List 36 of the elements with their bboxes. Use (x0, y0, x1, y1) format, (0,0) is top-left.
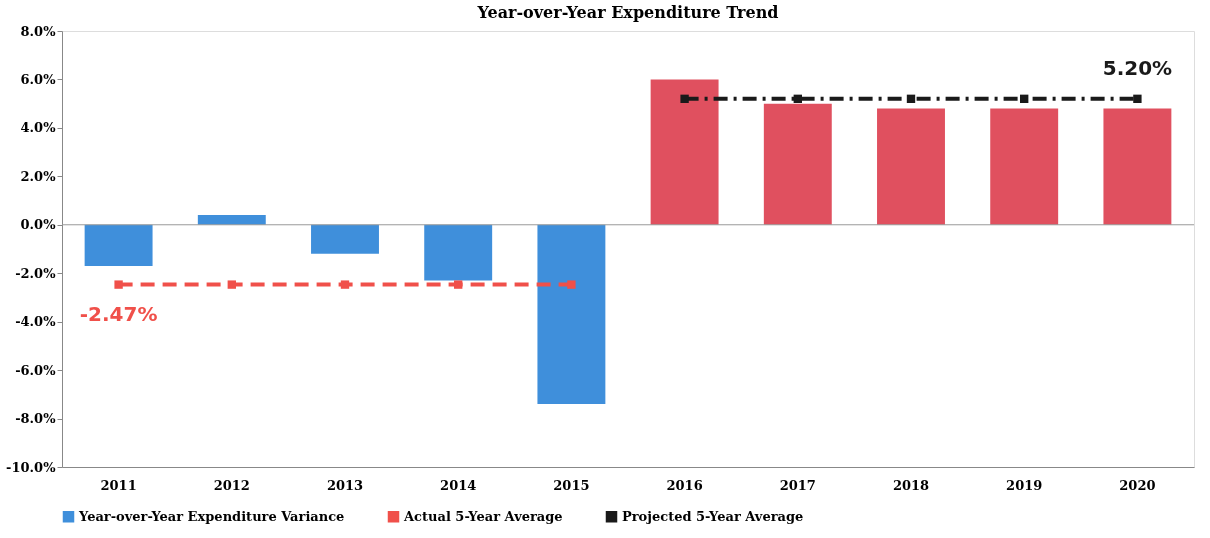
x-tick-label: 2020 (1119, 477, 1156, 493)
y-tick-label: 0.0% (20, 217, 57, 233)
y-tick-label: 4.0% (20, 120, 57, 136)
annotation: 5.20% (1102, 55, 1173, 80)
x-tick-label: 2016 (666, 477, 703, 493)
y-tick-label: -10.0% (6, 459, 57, 475)
legend-label: Projected 5-Year Average (622, 508, 804, 524)
x-tick-label: 2019 (1006, 477, 1043, 493)
bar (424, 224, 493, 281)
bar (763, 103, 832, 225)
bar (1103, 108, 1172, 225)
bar (537, 224, 606, 405)
bar (84, 224, 153, 266)
legend-label: Actual 5-Year Average (403, 508, 563, 524)
bar (877, 108, 945, 225)
x-tick-label: 2011 (100, 477, 137, 493)
x-tick-label: 2013 (326, 477, 364, 493)
y-tick-label: -4.0% (15, 314, 57, 330)
y-tick-label: 8.0% (20, 23, 57, 39)
x-tick-label: 2014 (440, 477, 477, 493)
y-tick-label: -6.0% (15, 362, 57, 378)
x-tick-label: 2018 (892, 477, 930, 493)
y-tick-label: 2.0% (20, 168, 57, 184)
x-tick-label: 2017 (779, 477, 816, 493)
annotation: -2.47% (79, 301, 158, 326)
y-tick-label: -8.0% (15, 411, 57, 427)
bar (197, 215, 266, 225)
x-tick-label: 2015 (553, 477, 590, 493)
bar (650, 79, 719, 225)
x-tick-label: 2012 (213, 477, 250, 493)
legend-label: Year-over-Year Expenditure Variance (78, 508, 345, 524)
y-tick-label: 6.0% (20, 71, 57, 87)
y-tick-label: -2.0% (15, 265, 57, 281)
chart-title: Year-over-Year Expenditure Trend (476, 3, 779, 22)
bar (990, 108, 1059, 225)
bar (311, 224, 379, 254)
